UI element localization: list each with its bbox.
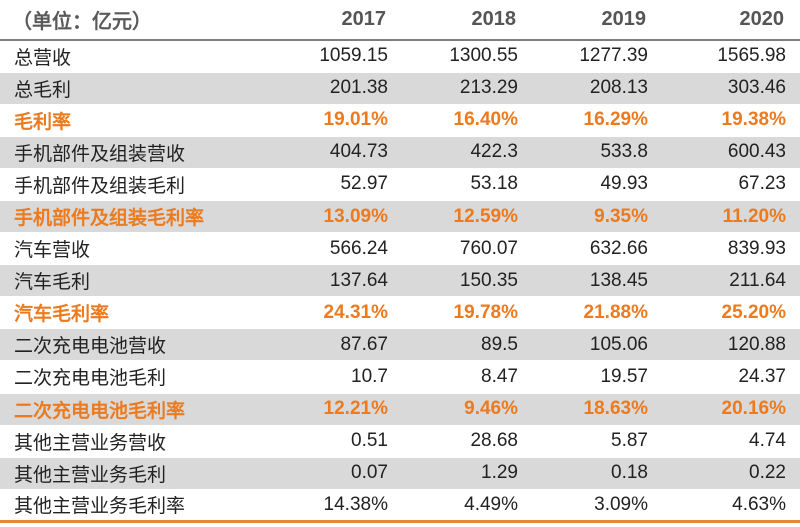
table-cell: 1565.98 [662, 40, 800, 73]
table-cell: 404.73 [258, 136, 402, 169]
table-cell: 49.93 [532, 168, 662, 201]
table-cell: 213.29 [402, 72, 532, 105]
row-label: 二次充电电池营收 [0, 328, 258, 362]
table-cell: 533.8 [532, 136, 662, 169]
row-label: 其他主营业务营收 [0, 425, 258, 458]
table-cell: 839.93 [662, 232, 800, 266]
table-cell: 67.23 [662, 168, 800, 201]
table-row-highlight: 汽车毛利率 24.31% 19.78% 21.88% 25.20% [0, 296, 800, 330]
row-label: 其他主营业务毛利率 [0, 489, 258, 523]
table-cell: 9.46% [402, 393, 532, 426]
table-cell: 150.35 [402, 264, 532, 298]
table-cell: 303.46 [662, 72, 800, 105]
table-cell: 89.5 [402, 328, 532, 362]
table-cell: 52.97 [258, 168, 402, 201]
table-cell: 1.29 [402, 457, 532, 490]
table-row-highlight: 手机部件及组装毛利率 13.09% 12.59% 9.35% 11.20% [0, 200, 800, 234]
table-cell: 201.38 [258, 72, 402, 105]
table-cell: 14.38% [258, 489, 402, 523]
table-cell: 0.22 [662, 457, 800, 490]
row-label: 汽车营收 [0, 232, 258, 266]
table-cell: 11.20% [662, 200, 800, 234]
table-cell: 13.09% [258, 200, 402, 234]
table-cell: 21.88% [532, 296, 662, 330]
table-row-highlight: 二次充电电池毛利率 12.21% 9.46% 18.63% 20.16% [0, 393, 800, 426]
row-label: 二次充电电池毛利率 [0, 393, 258, 426]
table-cell: 1300.55 [402, 40, 532, 73]
year-header: 2020 [662, 0, 800, 41]
table-cell: 208.13 [532, 72, 662, 105]
table-cell: 9.35% [532, 200, 662, 234]
table-row: 其他主营业务毛利 0.07 1.29 0.18 0.22 [0, 457, 800, 490]
row-label: 手机部件及组装营收 [0, 136, 258, 169]
table-cell: 4.63% [662, 489, 800, 523]
table-cell: 211.64 [662, 264, 800, 298]
table-row: 汽车毛利 137.64 150.35 138.45 211.64 [0, 264, 800, 298]
table-row: 二次充电电池毛利 10.7 8.47 19.57 24.37 [0, 360, 800, 394]
unit-label: （单位：亿元） [0, 0, 258, 41]
table-cell: 120.88 [662, 328, 800, 362]
row-label: 毛利率 [0, 104, 258, 137]
table-cell: 53.18 [402, 168, 532, 201]
table-cell: 19.57 [532, 360, 662, 394]
table-cell: 138.45 [532, 264, 662, 298]
table-cell: 5.87 [532, 425, 662, 458]
table-cell: 24.37 [662, 360, 800, 394]
table-cell: 105.06 [532, 328, 662, 362]
table-cell: 4.49% [402, 489, 532, 523]
table-cell: 12.21% [258, 393, 402, 426]
table-cell: 19.01% [258, 104, 402, 137]
table-cell: 87.67 [258, 328, 402, 362]
year-header: 2017 [258, 0, 402, 41]
row-label: 手机部件及组装毛利率 [0, 200, 258, 234]
year-header: 2018 [402, 0, 532, 41]
table-cell: 760.07 [402, 232, 532, 266]
table-row: 其他主营业务毛利率 14.38% 4.49% 3.09% 4.63% [0, 489, 800, 523]
row-label: 总营收 [0, 40, 258, 73]
table-cell: 4.74 [662, 425, 800, 458]
row-label: 手机部件及组装毛利 [0, 168, 258, 201]
table-cell: 0.07 [258, 457, 402, 490]
table-cell: 19.78% [402, 296, 532, 330]
table-cell: 10.7 [258, 360, 402, 394]
row-label: 汽车毛利率 [0, 296, 258, 330]
table-cell: 28.68 [402, 425, 532, 458]
table-cell: 12.59% [402, 200, 532, 234]
table-cell: 18.63% [532, 393, 662, 426]
table-row: 总毛利 201.38 213.29 208.13 303.46 [0, 72, 800, 105]
table-cell: 1059.15 [258, 40, 402, 73]
table-cell: 3.09% [532, 489, 662, 523]
row-label: 二次充电电池毛利 [0, 360, 258, 394]
table-cell: 16.40% [402, 104, 532, 137]
table-cell: 566.24 [258, 232, 402, 266]
row-label: 汽车毛利 [0, 264, 258, 298]
table-cell: 24.31% [258, 296, 402, 330]
year-header: 2019 [532, 0, 662, 41]
table-row: 其他主营业务营收 0.51 28.68 5.87 4.74 [0, 425, 800, 458]
table-row: 总营收 1059.15 1300.55 1277.39 1565.98 [0, 40, 800, 73]
table-cell: 20.16% [662, 393, 800, 426]
table-cell: 16.29% [532, 104, 662, 137]
table-row: 汽车营收 566.24 760.07 632.66 839.93 [0, 232, 800, 266]
table-cell: 422.3 [402, 136, 532, 169]
table-cell: 600.43 [662, 136, 800, 169]
table-row: 手机部件及组装毛利 52.97 53.18 49.93 67.23 [0, 168, 800, 201]
table-cell: 0.51 [258, 425, 402, 458]
header-row: （单位：亿元） 2017 2018 2019 2020 [0, 0, 800, 41]
table-cell: 8.47 [402, 360, 532, 394]
table-cell: 25.20% [662, 296, 800, 330]
table-row-highlight: 毛利率 19.01% 16.40% 16.29% 19.38% [0, 104, 800, 137]
table-cell: 137.64 [258, 264, 402, 298]
table-row: 手机部件及组装营收 404.73 422.3 533.8 600.43 [0, 136, 800, 169]
table-cell: 19.38% [662, 104, 800, 137]
table-row: 二次充电电池营收 87.67 89.5 105.06 120.88 [0, 328, 800, 362]
row-label: 其他主营业务毛利 [0, 457, 258, 490]
table-cell: 0.18 [532, 457, 662, 490]
row-label: 总毛利 [0, 72, 258, 105]
table-cell: 1277.39 [532, 40, 662, 73]
table-cell: 632.66 [532, 232, 662, 266]
